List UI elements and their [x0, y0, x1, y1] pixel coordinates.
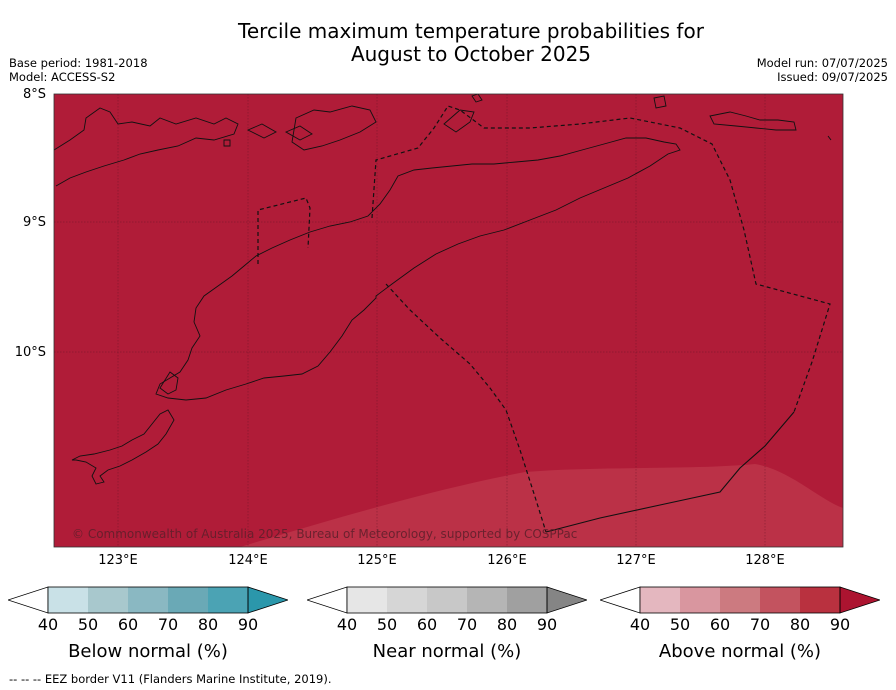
colorbar-swatch [128, 587, 168, 613]
colorbar-swatch [800, 587, 840, 613]
colorbar-above-normal-title: Above normal (%) [658, 641, 822, 662]
colorbar-swatch [88, 587, 128, 613]
colorbar-swatch [680, 587, 720, 613]
colorbar-swatch [720, 587, 760, 613]
colorbar-swatch [168, 587, 208, 613]
colorbar-below-normal: 40 50 60 70 80 90 Below normal (%) [6, 586, 290, 662]
colorbar-low-extend [598, 586, 641, 614]
colorbar-swatch [467, 587, 507, 613]
eez-legend-footer: -- -- -- EEZ border V11 (Flanders Marine… [9, 672, 332, 686]
model-text: Model: ACCESS-S2 [9, 70, 116, 84]
lon-label-126e: 126°E [487, 553, 527, 568]
colorbar-tick-label: 40 [37, 615, 59, 634]
colorbar-tick-label: 50 [77, 615, 99, 634]
colorbar-high-extend [839, 586, 882, 614]
title-line-1: Tercile maximum temperature probabilitie… [238, 19, 704, 43]
colorbar-tick-label: 90 [237, 615, 259, 634]
colorbar-below-normal-title: Below normal (%) [68, 641, 228, 662]
lon-label-124e: 124°E [228, 553, 268, 568]
colorbar-swatch [640, 587, 680, 613]
colorbar-outline [639, 586, 841, 614]
lon-label-125e: 125°E [357, 553, 397, 568]
colorbar-tick-label: 40 [336, 615, 358, 634]
colorbar-outline [346, 586, 548, 614]
copyright-text: © Commonwealth of Australia 2025, Bureau… [72, 527, 578, 541]
colorbar-tick-label: 60 [117, 615, 139, 634]
colorbar-tick-label: 70 [157, 615, 179, 634]
colorbar-swatch [48, 587, 88, 613]
lon-label-127e: 127°E [616, 553, 656, 568]
colorbar-tick-label: 60 [709, 615, 731, 634]
model-run-text: Model run: 07/07/2025 [756, 56, 888, 70]
base-period-text: Base period: 1981-2018 [9, 56, 148, 70]
colorbar-above-normal: 40 50 60 70 80 90 Above normal (%) [598, 586, 882, 662]
lon-label-128e: 128°E [745, 553, 785, 568]
colorbar-tick-label: 70 [456, 615, 478, 634]
lon-label-123e: 123°E [98, 553, 138, 568]
lat-label-8s: 8°S [22, 87, 46, 102]
colorbar-swatch [387, 587, 427, 613]
meta-right: Model run: 07/07/2025 Issued: 09/07/2025 [757, 56, 888, 84]
colorbar-near-normal: 40 50 60 70 80 90 Near normal (%) [305, 586, 589, 662]
colorbar-high-extend [247, 586, 290, 614]
colorbar-swatch [427, 587, 467, 613]
colorbar-tick-label: 50 [669, 615, 691, 634]
colorbar-tick-label: 40 [629, 615, 651, 634]
gridlines [54, 94, 843, 547]
colorbar-tick-label: 80 [197, 615, 219, 634]
colorbar-tick-label: 50 [376, 615, 398, 634]
colorbar-swatch [208, 587, 248, 613]
colorbar-near-normal-swatches [305, 586, 589, 614]
colorbar-swatch [507, 587, 547, 613]
colorbar-tick-label: 80 [789, 615, 811, 634]
colorbar-high-extend [546, 586, 589, 614]
colorbar-below-normal-swatches [6, 586, 290, 614]
lat-label-10s: 10°S [14, 345, 46, 360]
lat-label-9s: 9°S [22, 215, 46, 230]
colorbar-near-normal-title: Near normal (%) [372, 641, 522, 662]
maritime-boundary-line [545, 411, 795, 533]
colorbar-tick-label: 90 [536, 615, 558, 634]
eez-border [257, 105, 831, 533]
colorbar-low-extend [6, 586, 49, 614]
colorbar-tick-label: 90 [829, 615, 851, 634]
colorbar-swatch [347, 587, 387, 613]
chart-title: Tercile maximum temperature probabilitie… [0, 20, 896, 66]
title-line-2: August to October 2025 [350, 42, 592, 66]
colorbar-tick-label: 70 [749, 615, 771, 634]
map-frame [53, 93, 844, 548]
colorbar-outline [47, 586, 249, 614]
colorbar-tick-label: 60 [416, 615, 438, 634]
probability-fill-80 [240, 464, 843, 547]
colorbar-above-normal-swatches [598, 586, 882, 614]
colorbar-tick-label: 80 [496, 615, 518, 634]
coastlines [54, 94, 832, 485]
colorbar-swatch [760, 587, 800, 613]
meta-left: Base period: 1981-2018 Model: ACCESS-S2 [9, 56, 148, 84]
issued-text: Issued: 09/07/2025 [777, 70, 888, 84]
colorbar-low-extend [305, 586, 348, 614]
